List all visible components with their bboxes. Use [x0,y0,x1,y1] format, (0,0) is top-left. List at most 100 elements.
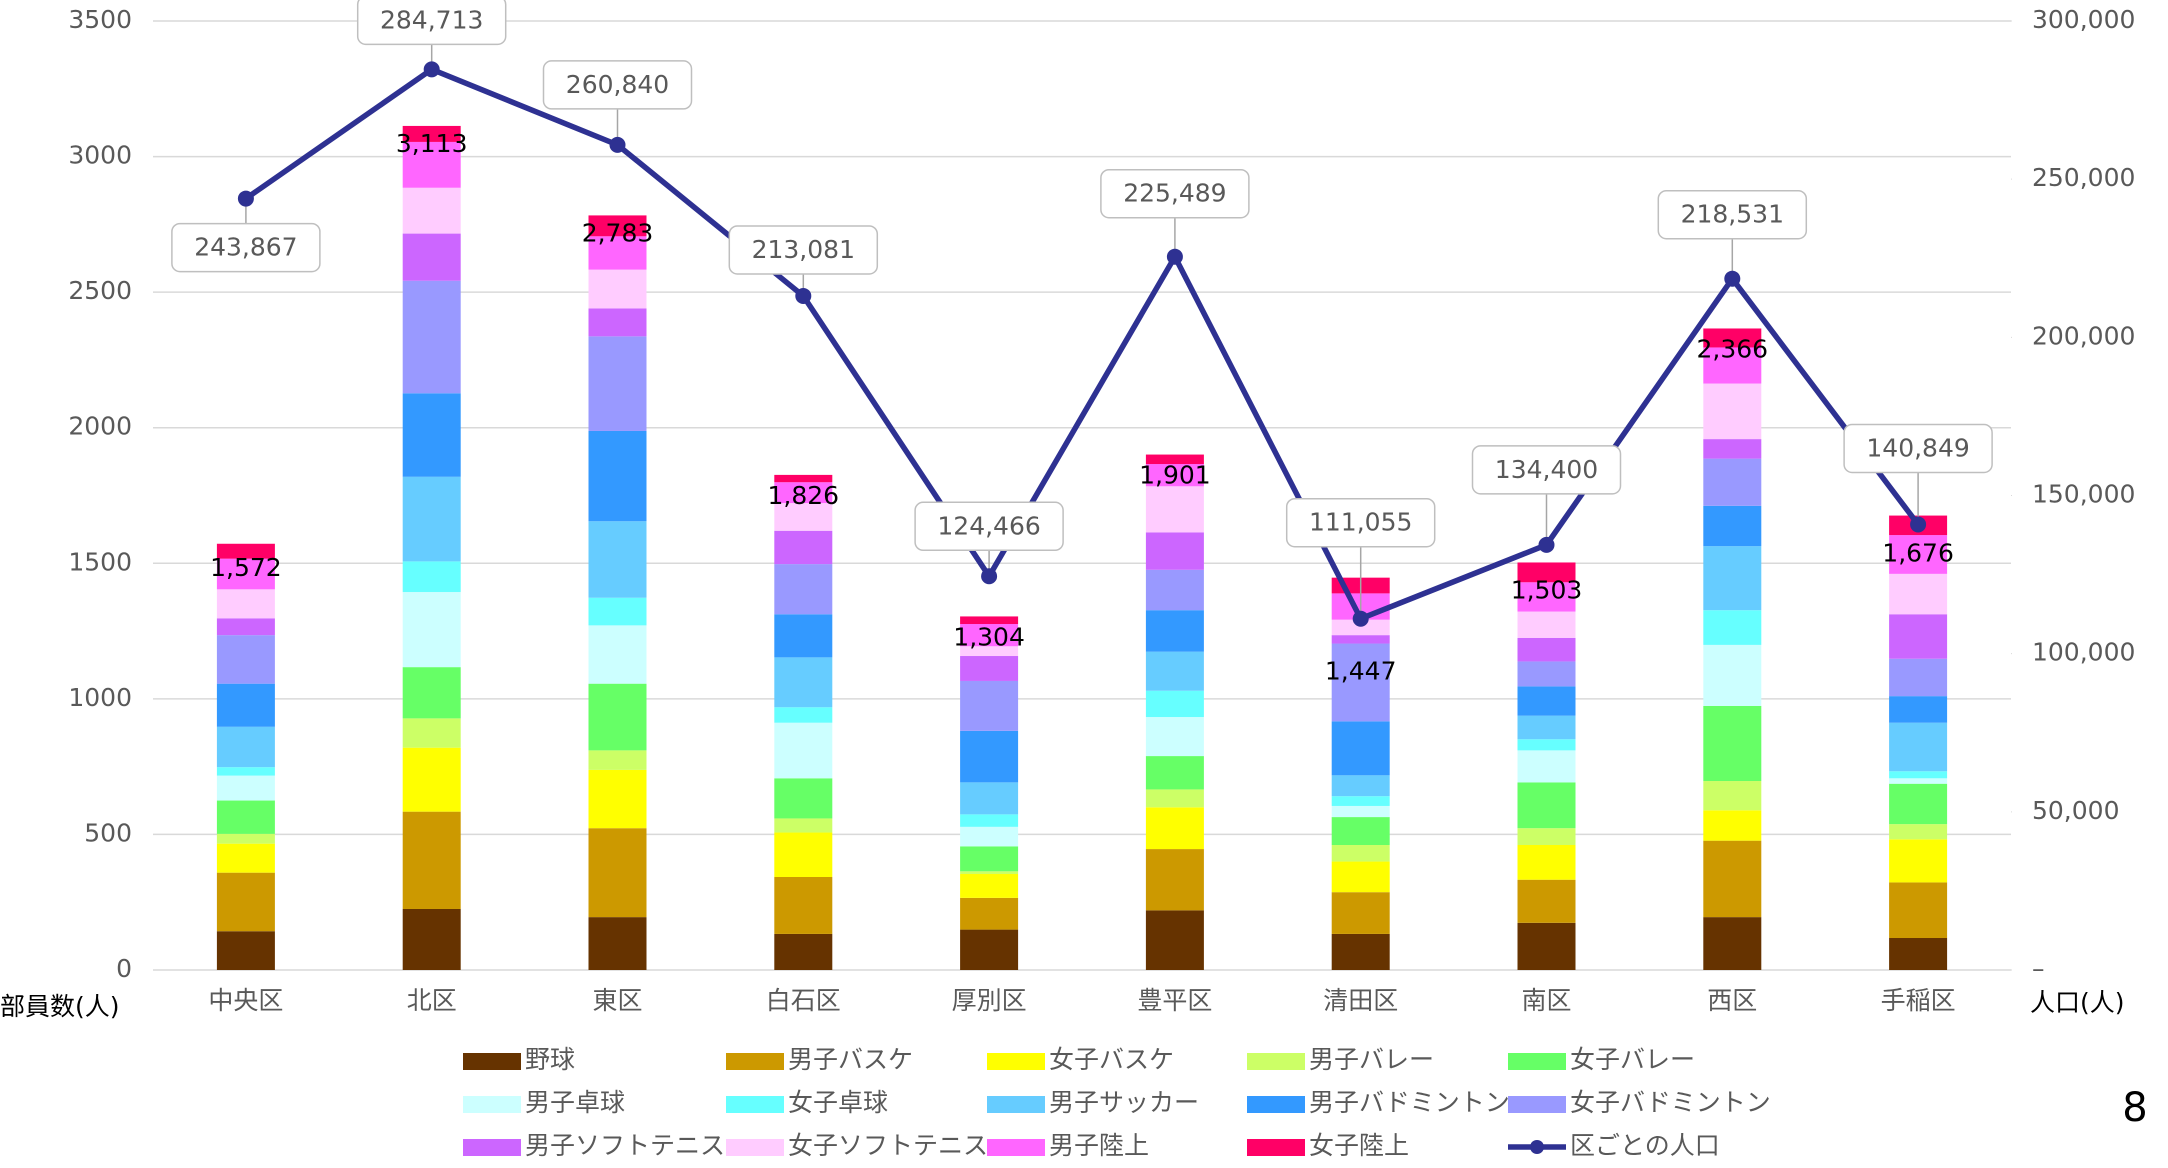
bar-segment [1145,807,1204,850]
bar-segment [960,846,1019,872]
bar-segment [588,521,647,598]
legend-swatch [1508,1053,1566,1070]
bar-segment [588,336,647,431]
bar-segment [1517,582,1576,612]
bar-segment [1703,546,1762,611]
population-label: 243,867 [194,233,297,262]
bar-segment [402,476,461,562]
bar-segment [588,750,647,770]
bar-segment [1145,486,1204,533]
bar-segment [402,811,461,909]
bar-segment [216,726,275,768]
bar-segment [588,430,647,522]
bar-segment [1517,750,1576,783]
x-tick-label: 北区 [407,986,457,1015]
legend-swatch [1508,1096,1566,1113]
y2-axis-label: 人口(人) [2030,988,2125,1017]
bar-segment [402,280,461,394]
legend-label: 男子バドミントン [1309,1088,1510,1117]
bar-segment [1145,690,1204,718]
y-tick-label: 1000 [68,683,132,712]
bar-segment [216,589,275,619]
bar-segment [216,543,275,559]
bar-segment [402,233,461,281]
bar-segment [1889,658,1948,697]
bar-segment [216,618,275,636]
bar-segment [774,564,833,615]
bar-segment [960,871,1019,875]
y2-tick-label: 50,000 [2032,796,2119,825]
legend-swatch [463,1053,521,1070]
bar-segment [960,782,1019,815]
x-tick-label: 厚別区 [952,986,1027,1015]
bar-segment [402,187,461,234]
bar-segment [402,561,461,593]
bar-segment [774,778,833,819]
population-marker [1166,248,1183,265]
bar-segment [1889,783,1948,825]
bar-segment [1331,775,1390,797]
bar-segment [1703,458,1762,506]
label-box [542,60,693,110]
legend-label: 男子卓球 [525,1088,625,1117]
total-label: 1,572 [210,553,282,582]
legend-label: 野球 [525,1045,575,1074]
legend-swatch [987,1139,1045,1156]
y-tick-label: 2500 [68,276,132,305]
population-marker [609,136,626,153]
bar-segment [402,393,461,477]
bar-segment [402,908,461,970]
bar-segment [1331,643,1390,722]
population-label: 284,713 [380,5,483,34]
total-label: 2,366 [1697,334,1769,363]
bar-segment [216,775,275,801]
legend-label: 女子バレー [1570,1045,1695,1074]
bar-segment [1517,828,1576,846]
bar-segment [1331,796,1390,806]
bar-segment [216,843,275,873]
bar-segment [1517,686,1576,716]
bar-segment [1145,789,1204,808]
bar-segment [588,269,647,309]
bar-segment [1889,535,1948,574]
bar-segment [1703,810,1762,841]
legend-swatch [1247,1096,1305,1113]
label-box [1657,189,1808,240]
bar-segment [588,917,647,970]
bar-segment [960,680,1019,731]
bar-segment [1145,756,1204,790]
x-tick-label: 白石区 [766,986,841,1015]
label-box [1285,497,1436,548]
bar-segment [960,624,1019,647]
bar-segment [1331,635,1390,644]
bar-segment [1703,840,1762,918]
bar-segment [774,503,833,531]
y-tick-label: 3000 [68,141,132,170]
bar-segment [588,769,647,829]
bar-segment [1517,715,1576,740]
bar-segment [1331,805,1390,818]
bar-segment [1145,651,1204,691]
label-box [1471,445,1622,495]
population-label: 111,055 [1309,508,1412,537]
x-tick-label: 中央区 [208,986,283,1015]
population-marker [1910,516,1927,533]
bar-segment [1145,532,1204,570]
bar-segment [1703,383,1762,440]
population-marker [1352,610,1369,627]
bar-segment [1703,439,1762,459]
bar-segment [1889,771,1948,779]
bar-segment [216,635,275,684]
bar-segment [1517,562,1576,583]
y-tick-label: 0 [116,954,132,983]
bar-segment [1889,839,1948,883]
bar-segment [1889,824,1948,840]
y-tick-label: 1500 [68,547,132,576]
population-label: 213,081 [752,235,855,264]
bar-segment [588,625,647,684]
page-number: 8 [2122,1085,2147,1131]
bar-segment [1889,696,1948,723]
bar-segment [774,818,833,833]
bar-segment [774,657,833,708]
bar-segment [1517,922,1576,970]
